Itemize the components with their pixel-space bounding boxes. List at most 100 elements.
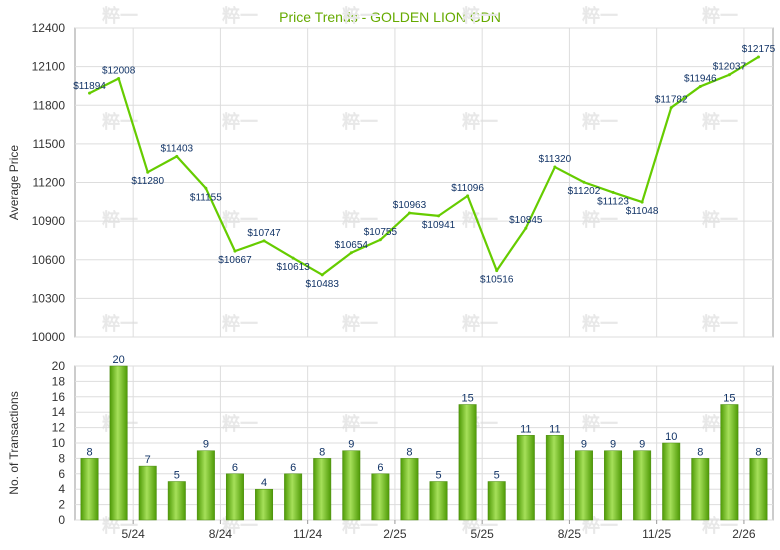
transactions-bar-label: 5 [435,470,441,482]
transactions-y-tick-label: 10 [52,436,66,450]
price-point [698,84,702,88]
watermark-text: 粹一 [582,5,618,27]
transactions-y-tick-label: 14 [52,405,66,419]
transactions-bar-label: 9 [203,439,209,451]
watermark-text: 粹一 [582,313,618,335]
watermark-text: 粹一 [702,209,738,231]
transactions-bar [138,465,157,521]
transactions-bar-label: 11 [520,423,531,435]
transactions-bar [225,473,244,521]
watermark-text: 粹一 [342,111,378,133]
transactions-y-tick-label: 4 [58,482,65,496]
transactions-bar-label: 7 [145,454,151,466]
watermark-text: 粹一 [222,5,258,27]
watermark-text: 粹一 [342,313,378,335]
transactions-bar [400,458,419,521]
price-point [117,76,121,80]
x-tick-label: 8/24 [209,527,233,541]
transactions-bar-label: 5 [174,470,180,482]
x-tick-label: 2/25 [383,527,407,541]
x-tick-label: 11/25 [642,527,671,541]
watermark-text: 粹一 [462,313,498,335]
transactions-bar [342,450,361,521]
watermark-text: 粹一 [222,209,258,231]
transactions-bar [458,404,477,521]
price-point [378,238,382,242]
price-data-label: $11320 [539,154,572,165]
price-point [204,186,208,190]
price-data-label: $11202 [568,186,601,197]
price-data-label: $11123 [597,196,629,207]
price-point [611,190,615,194]
price-data-label: $10755 [364,227,398,238]
transactions-bar [487,481,506,521]
price-data-label: $10613 [276,262,310,273]
price-data-label: $10963 [393,200,427,211]
price-data-label: $10654 [335,240,369,251]
price-point [553,165,557,169]
transactions-bar-label: 8 [697,446,703,458]
transactions-bar-label: 6 [232,462,238,474]
watermark-text: 粹一 [462,5,498,27]
transactions-bar [196,450,215,521]
chart-title: Price Trends - GOLDEN LION GDN [279,9,501,25]
transactions-bar [720,404,739,521]
transactions-bar-label: 15 [462,393,474,405]
watermark-text: 粹一 [102,5,138,27]
watermark-text: 粹一 [702,313,738,335]
transactions-bar-label: 8 [755,446,761,458]
price-point [349,251,353,255]
price-point [466,194,470,198]
watermark-text: 粹一 [582,209,618,231]
transactions-bar [167,481,186,521]
price-y-tick-label: 12100 [32,60,66,74]
price-point [175,154,179,158]
watermark-text: 粹一 [222,111,258,133]
price-y-axis-label: Average Price [7,145,21,220]
price-point [88,91,92,95]
watermark-text: 粹一 [222,413,258,435]
watermark-text: 粹一 [342,413,378,435]
price-panel: 10000 10300 10600 10900 11200 11500 11800 12100… [7,21,776,344]
transactions-bar [749,458,768,521]
x-tick-label: 5/24 [121,527,145,541]
price-data-label: $11946 [684,73,717,84]
x-tick-label: 11/24 [293,527,322,541]
price-point [640,200,644,204]
price-y-tick-label: 11200 [33,176,66,190]
transactions-y-tick-label: 18 [52,374,66,388]
price-point [582,180,586,184]
price-data-label: $12175 [742,44,776,55]
x-tick-label: 5/25 [470,527,494,541]
transactions-bar [255,488,274,521]
transactions-y-tick-label: 8 [58,451,65,465]
price-point [146,170,150,174]
price-point [727,73,731,77]
price-data-label: $11782 [655,95,688,106]
transactions-bar [633,450,652,521]
watermark-text: 粹一 [462,209,498,231]
transactions-bar [313,458,332,521]
price-y-tick-label: 11800 [33,98,66,112]
price-data-label: $10845 [509,215,543,226]
price-point [320,273,324,277]
price-point [669,106,673,110]
price-data-label: $11096 [451,183,484,194]
transactions-bar [574,450,593,521]
transactions-y-tick-label: 20 [52,359,66,373]
price-data-label: $11280 [131,176,164,187]
price-y-tick-label: 12400 [32,21,66,35]
price-line [89,56,760,276]
price-point [291,256,295,260]
price-data-label: $10516 [480,275,514,286]
price-data-label: $10941 [422,220,456,231]
transactions-bar-label: 8 [86,446,92,458]
transactions-bar [662,442,681,521]
price-data-label: $11894 [73,81,106,92]
watermark-text: 粹一 [342,5,378,27]
transactions-bar [371,473,390,521]
price-data-label: $10747 [247,228,281,239]
